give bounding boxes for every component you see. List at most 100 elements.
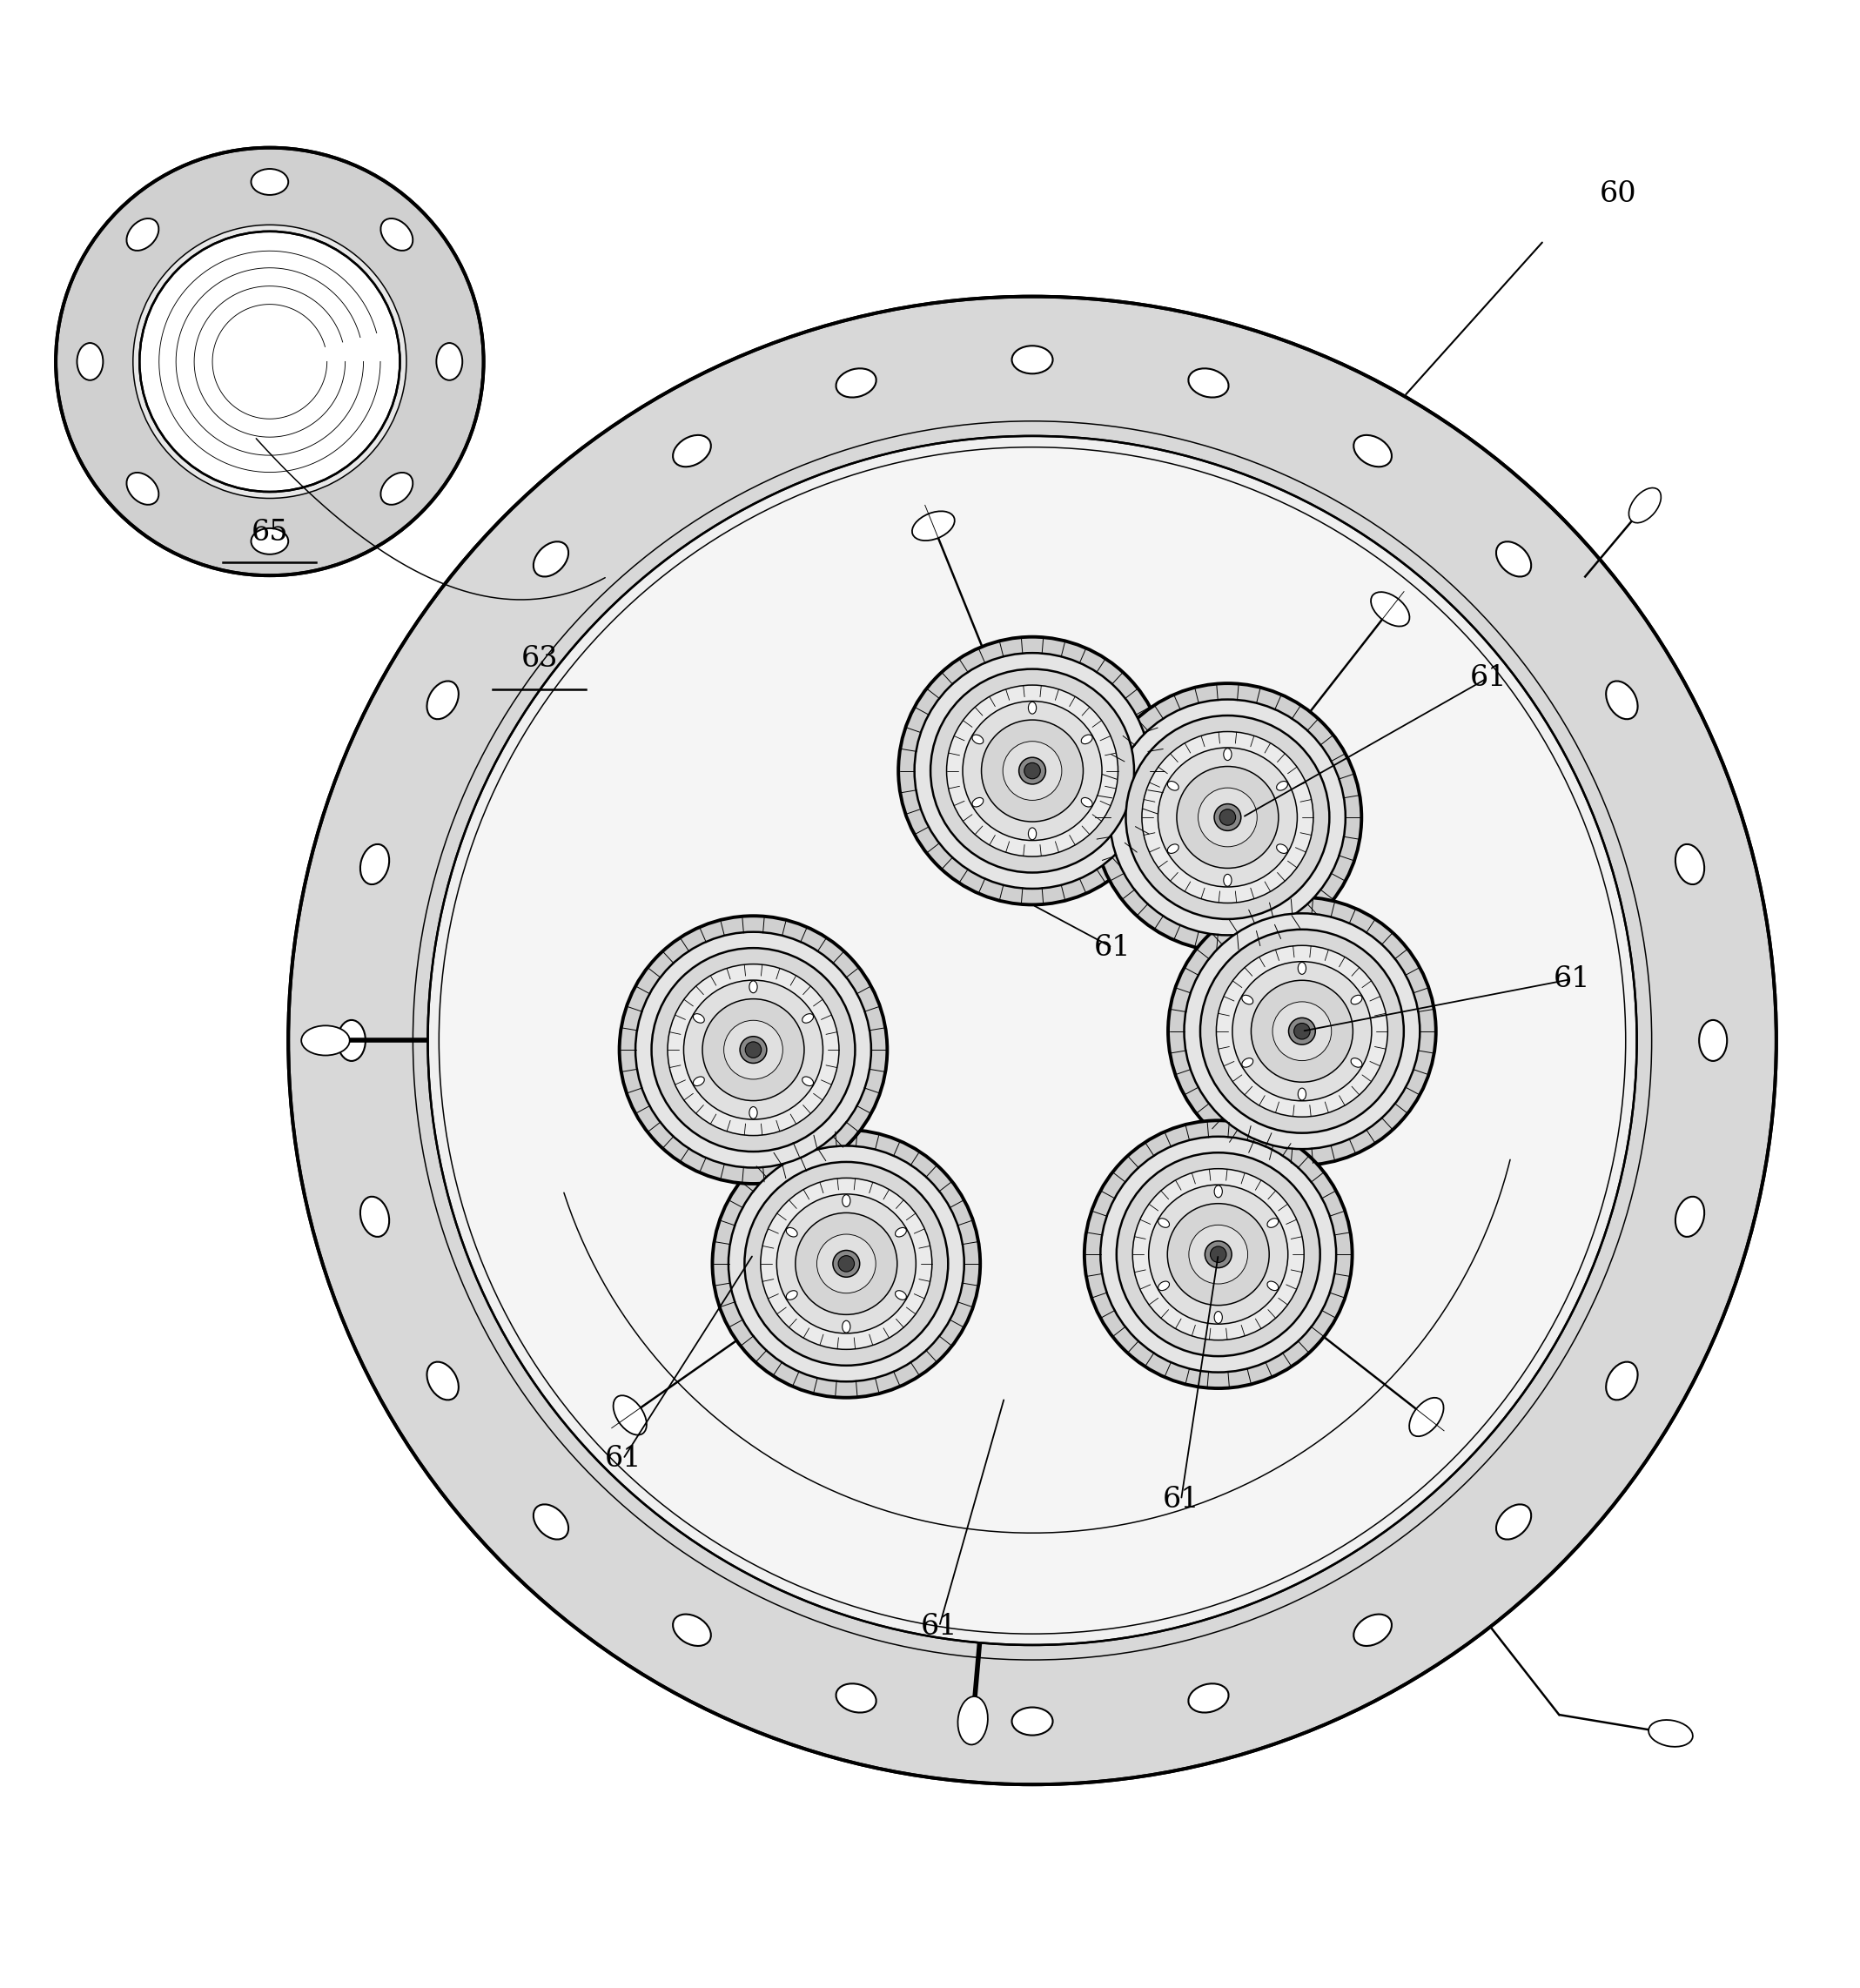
Ellipse shape [973, 736, 984, 744]
Circle shape [1295, 1024, 1309, 1040]
Ellipse shape [361, 845, 389, 885]
Ellipse shape [1012, 1708, 1053, 1736]
Ellipse shape [1605, 682, 1637, 720]
Ellipse shape [126, 473, 158, 505]
Ellipse shape [1168, 781, 1179, 791]
Circle shape [1185, 912, 1419, 1149]
Ellipse shape [1267, 1219, 1278, 1227]
Ellipse shape [1012, 346, 1053, 374]
Ellipse shape [1215, 1312, 1222, 1324]
Circle shape [744, 1161, 949, 1366]
Ellipse shape [787, 1290, 798, 1300]
Ellipse shape [750, 1107, 757, 1119]
Ellipse shape [1081, 797, 1092, 807]
Circle shape [761, 1179, 932, 1350]
Ellipse shape [251, 529, 288, 555]
Ellipse shape [843, 1320, 850, 1332]
Ellipse shape [381, 219, 413, 250]
Ellipse shape [1495, 541, 1531, 577]
Ellipse shape [911, 511, 954, 541]
Ellipse shape [1159, 1282, 1170, 1290]
Ellipse shape [835, 368, 876, 398]
Ellipse shape [1676, 1197, 1704, 1237]
Circle shape [1133, 1169, 1304, 1340]
Ellipse shape [958, 1696, 988, 1745]
Circle shape [724, 1020, 783, 1079]
Circle shape [1189, 1225, 1248, 1284]
Circle shape [1216, 946, 1388, 1117]
Circle shape [1101, 1137, 1335, 1372]
Text: 61: 61 [604, 1445, 642, 1473]
Circle shape [619, 916, 887, 1183]
Ellipse shape [1298, 962, 1306, 974]
Ellipse shape [1081, 736, 1092, 744]
Ellipse shape [1354, 435, 1391, 467]
Circle shape [651, 948, 856, 1151]
Ellipse shape [1276, 845, 1287, 853]
Circle shape [1205, 1241, 1231, 1268]
Ellipse shape [750, 980, 757, 992]
Ellipse shape [802, 1014, 813, 1024]
Ellipse shape [1371, 592, 1410, 626]
Ellipse shape [534, 1505, 569, 1539]
Circle shape [684, 980, 822, 1119]
Circle shape [930, 670, 1135, 873]
Ellipse shape [381, 473, 413, 505]
Circle shape [1025, 763, 1040, 779]
Circle shape [839, 1256, 854, 1272]
Ellipse shape [428, 682, 459, 720]
Circle shape [1149, 1185, 1287, 1324]
Circle shape [729, 1145, 963, 1382]
Ellipse shape [1354, 1614, 1391, 1646]
Circle shape [898, 636, 1166, 905]
Ellipse shape [973, 797, 984, 807]
Circle shape [777, 1195, 915, 1334]
Ellipse shape [1350, 996, 1362, 1004]
Text: 61: 61 [1162, 1485, 1200, 1513]
Circle shape [947, 686, 1118, 857]
Ellipse shape [1168, 845, 1179, 853]
Circle shape [132, 225, 405, 499]
Ellipse shape [437, 344, 463, 380]
Circle shape [982, 720, 1083, 821]
Ellipse shape [1215, 1185, 1222, 1197]
Ellipse shape [1029, 702, 1036, 714]
Ellipse shape [76, 344, 102, 380]
Ellipse shape [1648, 1720, 1693, 1747]
Circle shape [288, 296, 1776, 1785]
Circle shape [817, 1235, 876, 1292]
Circle shape [1177, 767, 1278, 869]
Circle shape [1003, 742, 1062, 801]
Ellipse shape [1242, 1058, 1254, 1068]
Ellipse shape [1224, 747, 1231, 759]
Text: 63: 63 [521, 646, 558, 674]
Ellipse shape [1029, 827, 1036, 839]
Ellipse shape [1267, 1282, 1278, 1290]
Ellipse shape [1605, 1362, 1637, 1400]
Ellipse shape [673, 435, 711, 467]
Text: 60: 60 [1600, 181, 1637, 209]
Circle shape [140, 231, 400, 491]
Circle shape [1125, 716, 1330, 918]
Ellipse shape [1242, 996, 1254, 1004]
Ellipse shape [895, 1229, 906, 1237]
Circle shape [1142, 732, 1313, 903]
Circle shape [1233, 962, 1371, 1101]
Ellipse shape [614, 1396, 647, 1435]
Ellipse shape [126, 219, 158, 250]
Ellipse shape [1224, 875, 1231, 887]
Text: 61: 61 [1094, 934, 1131, 962]
Circle shape [1116, 1153, 1321, 1356]
Ellipse shape [1410, 1398, 1443, 1437]
Circle shape [668, 964, 839, 1135]
Ellipse shape [534, 541, 569, 577]
Circle shape [439, 447, 1626, 1634]
Ellipse shape [1700, 1020, 1728, 1062]
Ellipse shape [428, 1362, 459, 1400]
Circle shape [1215, 803, 1241, 831]
Text: 61: 61 [921, 1612, 958, 1640]
Ellipse shape [1189, 1684, 1229, 1712]
Circle shape [1084, 1121, 1352, 1388]
Ellipse shape [694, 1077, 705, 1085]
Ellipse shape [843, 1195, 850, 1207]
